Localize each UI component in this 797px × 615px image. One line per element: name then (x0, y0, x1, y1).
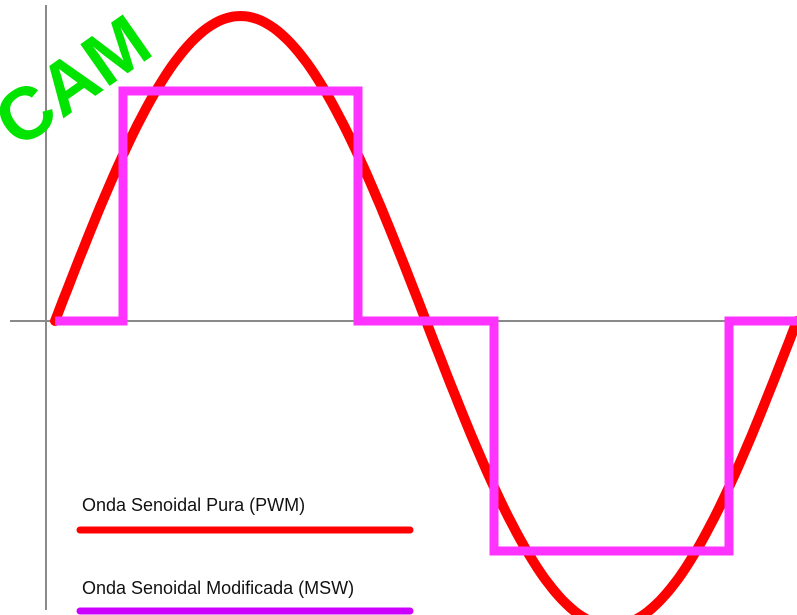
legend-label-pure-sine: Onda Senoidal Pura (PWM) (82, 495, 305, 515)
watermark-text: CAM (0, 0, 165, 163)
pure-sine-wave (50, 10, 797, 615)
modified-sine-wave (55, 86, 797, 556)
legend: Onda Senoidal Pura (PWM) Onda Senoidal M… (76, 495, 414, 615)
series-layer (50, 10, 797, 615)
legend-label-modified-sine: Onda Senoidal Modificada (MSW) (82, 578, 354, 598)
